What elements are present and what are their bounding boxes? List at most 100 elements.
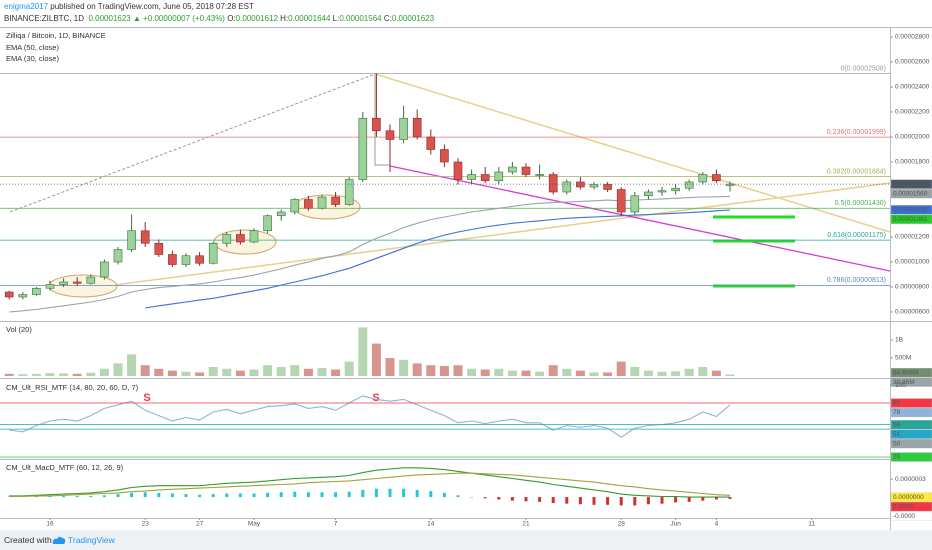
histogram-bar: [143, 492, 147, 498]
histogram-bar: [334, 492, 338, 498]
axis-label-box: [890, 367, 932, 378]
y-tick-label: 0.00001200: [895, 234, 930, 241]
axis-label-box: [890, 205, 932, 215]
candle-body: [72, 281, 82, 284]
volume-bar: [208, 367, 218, 376]
volume-bar: [358, 327, 368, 376]
volume-bar: [290, 365, 300, 376]
volume-bar: [303, 368, 313, 376]
histogram-bar: [211, 494, 215, 498]
histogram-bar: [34, 496, 38, 498]
footer: Created with TradingView: [0, 530, 932, 550]
candle-body: [480, 174, 490, 182]
axis-label-box: [890, 398, 932, 408]
candle-body: [576, 181, 585, 188]
candle-body: [412, 117, 422, 138]
volume-bar: [140, 365, 150, 376]
volume-bar: [4, 373, 14, 376]
axis-label-box: [890, 501, 932, 512]
histogram-bar: [252, 493, 256, 498]
candle-body: [657, 190, 667, 193]
candle-body: [45, 284, 55, 289]
candle-body: [276, 211, 286, 217]
fib-label: 0.382(0.00001684): [827, 168, 886, 175]
x-tick-label: 21: [522, 521, 530, 528]
axis-label: 56: [893, 421, 901, 428]
axis-label: 0.00001361: [893, 216, 928, 223]
histogram-bar: [374, 488, 378, 498]
histogram-bar: [102, 495, 106, 498]
y-tick-label: 1B: [895, 337, 903, 344]
trend-line: [114, 182, 891, 286]
candle-body: [86, 276, 96, 284]
volume-bar: [276, 367, 286, 376]
volume-bar: [222, 368, 232, 376]
volume-bar: [426, 365, 436, 376]
candle-body: [195, 255, 204, 264]
candle-body: [671, 187, 680, 192]
histogram-bar: [728, 497, 732, 499]
y-tick-label: 0.00002800: [895, 34, 930, 41]
axis-label: 0.00001560: [893, 190, 928, 197]
volume-bar: [331, 369, 341, 376]
volume-bar: [603, 372, 613, 376]
trend-line: [389, 165, 891, 272]
brand[interactable]: TradingView: [68, 535, 115, 545]
ohlc-key: C:: [383, 14, 392, 23]
series-line: [145, 209, 731, 309]
y-tick-label: 0.00002600: [895, 59, 930, 66]
histogram-bar: [456, 495, 460, 498]
pane-borders: [0, 27, 932, 530]
volume-bar: [385, 358, 395, 376]
candle-body: [222, 234, 232, 244]
candle-body: [508, 166, 517, 173]
published-text: published on TradingView.com, June 05, 2…: [50, 2, 254, 11]
candle-body: [399, 117, 408, 140]
volume-bar: [548, 365, 558, 376]
volume-bar: [684, 368, 694, 376]
histogram-bar: [415, 489, 419, 498]
axis-label-box: [890, 419, 932, 430]
author[interactable]: enigma2017: [4, 2, 49, 11]
volume-bar: [167, 370, 177, 376]
axis-label: -0.0000: [893, 513, 915, 520]
x-tick-label: 14: [427, 521, 435, 528]
trend-line: [374, 73, 891, 233]
candle-body: [589, 184, 599, 188]
fib-label: 0.5(0.00001430): [835, 200, 886, 207]
volume-bar: [589, 372, 599, 376]
histogram-bar: [157, 492, 161, 498]
candle-body: [385, 130, 395, 140]
created-with: Created with: [4, 535, 52, 545]
volume-bar: [575, 370, 585, 376]
axis-label: 0.00001623: [893, 181, 928, 188]
volume-bar: [371, 343, 381, 376]
axis-label: 78: [893, 409, 901, 416]
axis-label-box: [890, 452, 932, 462]
candle-body: [453, 161, 463, 180]
y-tick-label: 0.00001800: [895, 159, 930, 166]
volume-bar: [181, 371, 191, 376]
volume-bar: [439, 365, 449, 376]
volume-bar: [235, 370, 245, 376]
axis-label: 80: [893, 400, 901, 407]
x-tick-label: 23: [142, 521, 150, 528]
volume-bar: [412, 363, 422, 376]
volume-bar: [86, 372, 96, 376]
candle-body: [344, 179, 354, 205]
volume-bar: [263, 365, 273, 376]
fib-label: 0.618(0.00001175): [827, 232, 886, 239]
volume-bar: [630, 367, 640, 376]
volume-bar: [494, 368, 504, 376]
histogram-bar: [633, 497, 637, 506]
x-tick-label: Jun: [670, 521, 681, 528]
volume-bar: [521, 370, 531, 376]
x-tick-label: 11: [808, 521, 815, 528]
candle-body: [304, 199, 313, 209]
histogram-bar: [306, 492, 310, 498]
histogram-bar: [687, 497, 691, 502]
candle-body: [698, 174, 708, 183]
x-tick-label: 28: [618, 521, 626, 528]
histogram-bar: [7, 496, 11, 498]
volume-bar: [671, 371, 681, 376]
